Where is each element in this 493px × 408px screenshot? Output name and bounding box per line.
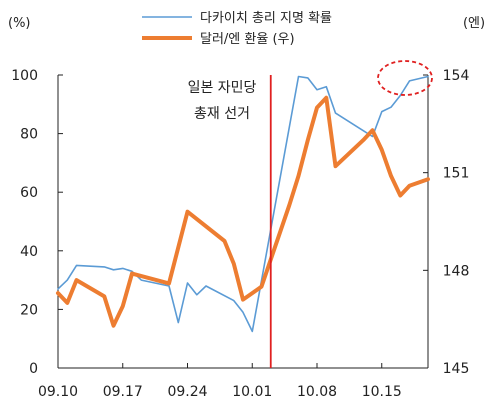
election-annotation-line2: 총재 선거 [194, 106, 250, 122]
fx-series-line [56, 95, 430, 328]
right-axis-unit: (엔) [463, 16, 485, 31]
chart-marks [56, 75, 430, 333]
x-tick-label: 09.24 [167, 384, 207, 400]
right-tick-label: 148 [443, 263, 470, 279]
x-tick-label: 10.15 [362, 384, 402, 400]
x-tick-label: 10.08 [297, 384, 337, 400]
left-axis-unit: (%) [8, 16, 31, 31]
left-tick-label: 80 [20, 127, 38, 143]
right-tick-label: 145 [443, 361, 470, 377]
left-tick-label: 100 [11, 68, 38, 84]
legend-label-probability: 다카이치 총리 지명 확률 [200, 11, 332, 26]
left-tick-label: 0 [29, 361, 38, 377]
election-annotation-line1: 일본 자민당 [188, 80, 257, 96]
left-tick-label: 20 [20, 302, 38, 318]
legend-label-fx: 달러/엔 환율 (우) [200, 32, 295, 47]
left-tick-label: 40 [20, 244, 38, 260]
highlight-ellipse [377, 60, 433, 96]
legend: 다카이치 총리 지명 확률 달러/엔 환율 (우) [142, 11, 332, 47]
right-tick-label: 151 [443, 166, 470, 182]
x-tick-label: 09.10 [38, 384, 78, 400]
right-tick-label: 154 [443, 68, 470, 84]
probability-series-line [57, 75, 429, 333]
left-tick-label: 60 [20, 185, 38, 201]
axes: 0 20 40 60 80 100 145 148 151 154 09.10 09.17 09.24 1… [11, 68, 469, 400]
x-tick-label: 09.17 [103, 384, 143, 400]
x-tick-label: 10.01 [232, 384, 272, 400]
